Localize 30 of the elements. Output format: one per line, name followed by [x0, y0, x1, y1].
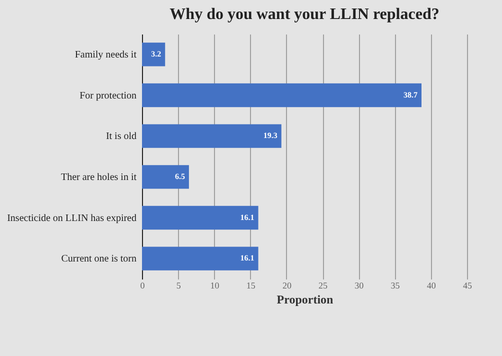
x-tick-label: 35 — [390, 280, 400, 290]
y-tick-label: Family needs it — [74, 49, 137, 60]
x-tick-label: 40 — [426, 280, 436, 290]
chart-title: Why do you want your LLIN replaced? — [170, 6, 440, 23]
y-tick-label: Current one is torn — [61, 254, 136, 265]
data-label: 3.2 — [151, 49, 162, 58]
bar — [142, 42, 166, 66]
x-tick-label: 20 — [282, 280, 292, 290]
data-label: 38.7 — [404, 90, 418, 100]
y-tick-label: For protection — [80, 90, 136, 102]
x-tick-label: 0 — [140, 280, 146, 290]
bar — [142, 124, 282, 148]
bar — [142, 165, 189, 189]
x-axis-title: Proportion — [276, 292, 334, 306]
data-label: 16.1 — [240, 212, 254, 222]
data-label: 6.5 — [174, 172, 185, 181]
x-tick-label: 45 — [463, 280, 472, 290]
data-label: 16.1 — [240, 254, 254, 263]
bar — [142, 246, 258, 270]
x-tick-label: 15 — [246, 280, 256, 290]
y-tick-label: Ther are holes in it — [60, 172, 137, 183]
y-tick-label: It is old — [106, 131, 136, 142]
bar — [142, 206, 258, 230]
y-tick-label: Insecticide on LLIN has expired — [7, 212, 136, 224]
x-tick-label: 10 — [210, 280, 220, 290]
x-tick-label: 25 — [318, 280, 328, 290]
data-label: 19.3 — [263, 131, 278, 140]
bar — [142, 83, 422, 108]
x-tick-label: 30 — [354, 280, 364, 290]
x-tick-label: 5 — [176, 280, 182, 290]
